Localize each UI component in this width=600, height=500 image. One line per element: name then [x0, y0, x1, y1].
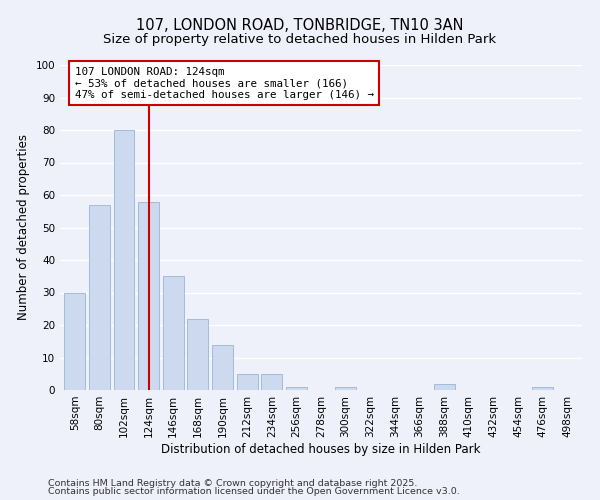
Bar: [64, 292, 85, 390]
Bar: [138, 202, 159, 390]
Bar: [187, 318, 208, 390]
Bar: [236, 374, 257, 390]
Bar: [286, 387, 307, 390]
Bar: [335, 387, 356, 390]
Bar: [163, 276, 184, 390]
X-axis label: Distribution of detached houses by size in Hilden Park: Distribution of detached houses by size …: [161, 442, 481, 456]
Text: Contains public sector information licensed under the Open Government Licence v3: Contains public sector information licen…: [48, 487, 460, 496]
Bar: [261, 374, 282, 390]
Text: 107, LONDON ROAD, TONBRIDGE, TN10 3AN: 107, LONDON ROAD, TONBRIDGE, TN10 3AN: [136, 18, 464, 32]
Text: Contains HM Land Registry data © Crown copyright and database right 2025.: Contains HM Land Registry data © Crown c…: [48, 478, 418, 488]
Text: 107 LONDON ROAD: 124sqm
← 53% of detached houses are smaller (166)
47% of semi-d: 107 LONDON ROAD: 124sqm ← 53% of detache…: [75, 66, 374, 100]
Bar: [89, 205, 110, 390]
Bar: [434, 384, 455, 390]
Bar: [113, 130, 134, 390]
Bar: [532, 387, 553, 390]
Text: Size of property relative to detached houses in Hilden Park: Size of property relative to detached ho…: [103, 32, 497, 46]
Y-axis label: Number of detached properties: Number of detached properties: [17, 134, 30, 320]
Bar: [212, 344, 233, 390]
